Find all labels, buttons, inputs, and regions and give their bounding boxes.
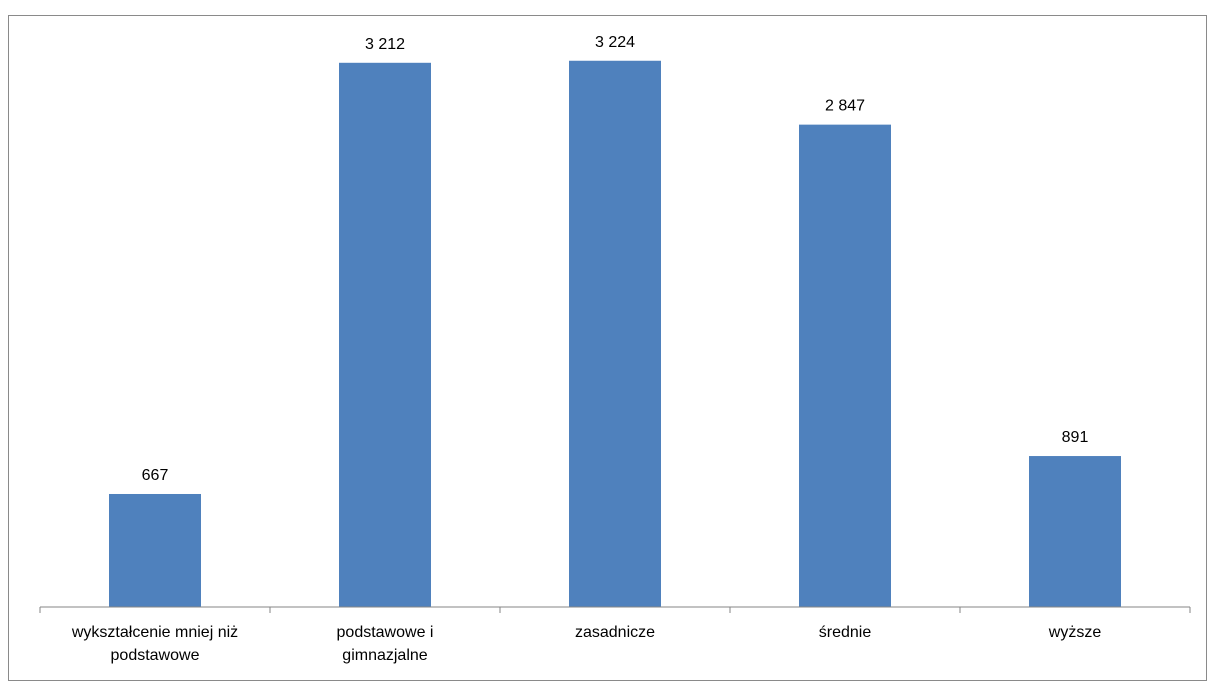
bar [1029,456,1121,607]
value-label: 2 847 [825,98,865,115]
value-label: 667 [142,467,169,484]
category-label: wyższe [1048,624,1102,641]
bar [799,124,891,608]
category-label: średnie [819,624,872,641]
bar [569,60,661,608]
category-label-line: podstawowe i [337,624,434,641]
category-label: podstawowe i gimnazjalne [337,624,434,664]
category-label: wykształcenie mniej niż podstawowe [71,624,238,664]
category-label: zasadnicze [575,624,655,641]
category-label-line: wyższe [1048,624,1102,641]
value-label: 3 212 [365,36,405,53]
bar [109,493,201,607]
value-label: 3 224 [595,34,635,51]
bar [339,62,431,608]
bars-group [109,60,1121,608]
value-labels-group: 667 3 212 3 224 2 847 891 [142,34,1089,484]
value-label: 891 [1062,429,1089,446]
category-label-line: średnie [819,624,872,641]
category-label-line: wykształcenie mniej niż [71,624,238,641]
category-label-line: gimnazjalne [342,647,427,664]
category-label-line: podstawowe [111,647,200,664]
category-labels-group: wykształcenie mniej niż podstawowe podstaw… [71,624,1101,664]
category-label-line: zasadnicze [575,624,655,641]
x-axis [39,606,1191,613]
